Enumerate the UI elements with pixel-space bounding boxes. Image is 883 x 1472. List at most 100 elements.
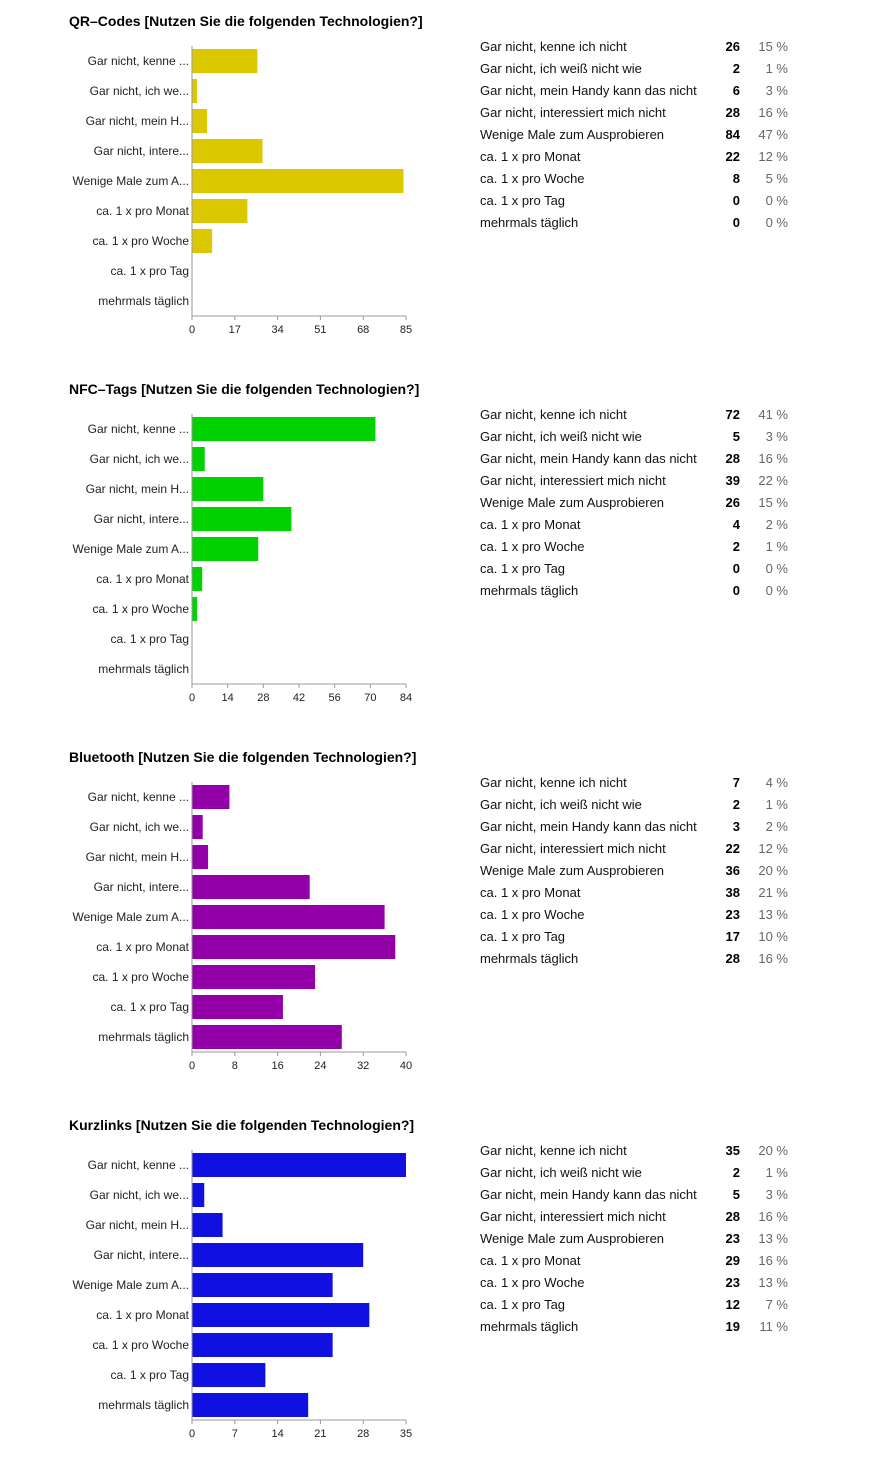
category-label: Gar nicht, ich we... (90, 84, 189, 98)
tick-label: 16 (271, 1060, 283, 1072)
bar (192, 845, 209, 869)
tick-label: 51 (314, 324, 326, 336)
category-label: Gar nicht, kenne ... (88, 1158, 189, 1172)
category-label: ca. 1 x pro Tag (111, 1000, 190, 1014)
row-percent: 13 % (758, 907, 788, 922)
row-count: 3 (732, 819, 740, 834)
tick-label: 40 (400, 1060, 412, 1072)
bar (192, 1025, 342, 1049)
row-percent: 12 % (758, 149, 788, 164)
row-percent: 1 % (765, 1165, 788, 1180)
row-count: 6 (732, 83, 740, 98)
category-label: ca. 1 x pro Tag (111, 264, 190, 278)
row-count: 0 (732, 215, 740, 230)
row-count: 4 (732, 517, 740, 532)
row-label: ca. 1 x pro Tag (480, 193, 566, 208)
table-row: Gar nicht, kenne ich nicht 7 4 % (470, 772, 788, 794)
category-label: ca. 1 x pro Woche (93, 970, 190, 984)
table-row: ca. 1 x pro Tag 17 10 % (470, 926, 788, 948)
tick-label: 0 (189, 324, 195, 336)
row-label: Gar nicht, interessiert mich nicht (480, 473, 666, 488)
table-row: ca. 1 x pro Woche 2 1 % (470, 536, 788, 558)
table-row: Wenige Male zum Ausprobieren 84 47 % (470, 124, 788, 146)
category-label: Gar nicht, intere... (94, 1248, 189, 1262)
row-percent: 16 % (758, 1253, 788, 1268)
table-row: Gar nicht, interessiert mich nicht 39 22 % (470, 470, 788, 492)
category-label: mehrmals täglich (98, 294, 189, 308)
table-row: Gar nicht, mein Handy kann das nicht 28 16… (470, 448, 788, 470)
tick-label: 14 (271, 1428, 283, 1440)
row-count: 22 (725, 841, 740, 856)
row-percent: 12 % (758, 841, 788, 856)
row-label: ca. 1 x pro Monat (480, 885, 581, 900)
category-label: Gar nicht, intere... (94, 144, 189, 158)
row-label: mehrmals täglich (480, 1319, 579, 1334)
row-label: ca. 1 x pro Tag (480, 929, 566, 944)
row-count: 28 (725, 1209, 740, 1224)
bar (192, 1333, 333, 1357)
category-label: Wenige Male zum A... (73, 910, 190, 924)
row-label: mehrmals täglich (480, 215, 579, 230)
category-label: mehrmals täglich (98, 1030, 189, 1044)
tick-label: 56 (329, 692, 341, 704)
row-percent: 0 % (765, 215, 788, 230)
row-percent: 16 % (758, 105, 788, 120)
bluetooth-section: Bluetooth [Nutzen Sie die folgenden Tech… (0, 736, 883, 1104)
row-count: 29 (725, 1253, 740, 1268)
row-label: Gar nicht, mein Handy kann das nicht (480, 83, 697, 98)
nfc-tags-bar-chart: Gar nicht, kenne ... Gar nicht, ich we...… (73, 414, 412, 704)
bar (192, 1303, 370, 1327)
row-percent: 1 % (765, 797, 788, 812)
row-percent: 13 % (758, 1231, 788, 1246)
table-row: ca. 1 x pro Monat 22 12 % (470, 146, 788, 168)
row-percent: 20 % (758, 1143, 788, 1158)
bar (192, 139, 263, 163)
tick-label: 32 (357, 1060, 369, 1072)
table-row: mehrmals täglich 28 16 % (470, 948, 788, 970)
category-label: Gar nicht, intere... (94, 512, 189, 526)
category-label: Gar nicht, ich we... (90, 820, 189, 834)
category-label: Gar nicht, mein H... (86, 482, 189, 496)
table-row: mehrmals täglich 0 0 % (470, 212, 788, 234)
bar (192, 567, 203, 591)
bar (192, 875, 310, 899)
category-label: ca. 1 x pro Woche (93, 234, 190, 248)
table-row: Gar nicht, ich weiß nicht wie 5 3 % (470, 426, 788, 448)
category-label: Wenige Male zum A... (73, 1278, 190, 1292)
qr-codes-section: QR–Codes [Nutzen Sie die folgenden Techn… (0, 0, 883, 368)
category-label: mehrmals täglich (98, 662, 189, 676)
table-row: Gar nicht, kenne ich nicht 26 15 % (470, 36, 788, 58)
row-label: Gar nicht, kenne ich nicht (480, 1143, 627, 1158)
row-label: ca. 1 x pro Monat (480, 1253, 581, 1268)
row-label: Gar nicht, kenne ich nicht (480, 39, 627, 54)
bar (192, 1213, 223, 1237)
category-label: mehrmals täglich (98, 1398, 189, 1412)
bar (192, 905, 385, 929)
row-percent: 2 % (765, 819, 788, 834)
category-label: ca. 1 x pro Monat (96, 204, 189, 218)
tick-label: 28 (257, 692, 269, 704)
category-label: ca. 1 x pro Tag (111, 632, 190, 646)
row-percent: 21 % (758, 885, 788, 900)
row-label: Gar nicht, ich weiß nicht wie (480, 1165, 642, 1180)
bar (192, 815, 203, 839)
qr-codes-bar-chart: Gar nicht, kenne ... Gar nicht, ich we...… (73, 46, 412, 336)
section-title: Bluetooth [Nutzen Sie die folgenden Tech… (69, 749, 417, 765)
bar (192, 1183, 205, 1207)
row-percent: 5 % (765, 171, 788, 186)
row-percent: 4 % (765, 775, 788, 790)
row-percent: 13 % (758, 1275, 788, 1290)
row-count: 35 (725, 1143, 740, 1158)
row-percent: 22 % (758, 473, 788, 488)
bar (192, 477, 264, 501)
category-label: Wenige Male zum A... (73, 542, 190, 556)
qr-codes-stats-table: Gar nicht, kenne ich nicht 26 15 % Gar nic… (470, 36, 788, 234)
table-row: Gar nicht, interessiert mich nicht 28 16 % (470, 102, 788, 124)
bar (192, 199, 248, 223)
table-row: Gar nicht, mein Handy kann das nicht 3 2 % (470, 816, 788, 838)
tick-label: 28 (357, 1428, 369, 1440)
bar (192, 965, 316, 989)
row-count: 2 (732, 61, 740, 76)
row-label: ca. 1 x pro Monat (480, 517, 581, 532)
table-row: Wenige Male zum Ausprobieren 36 20 % (470, 860, 788, 882)
